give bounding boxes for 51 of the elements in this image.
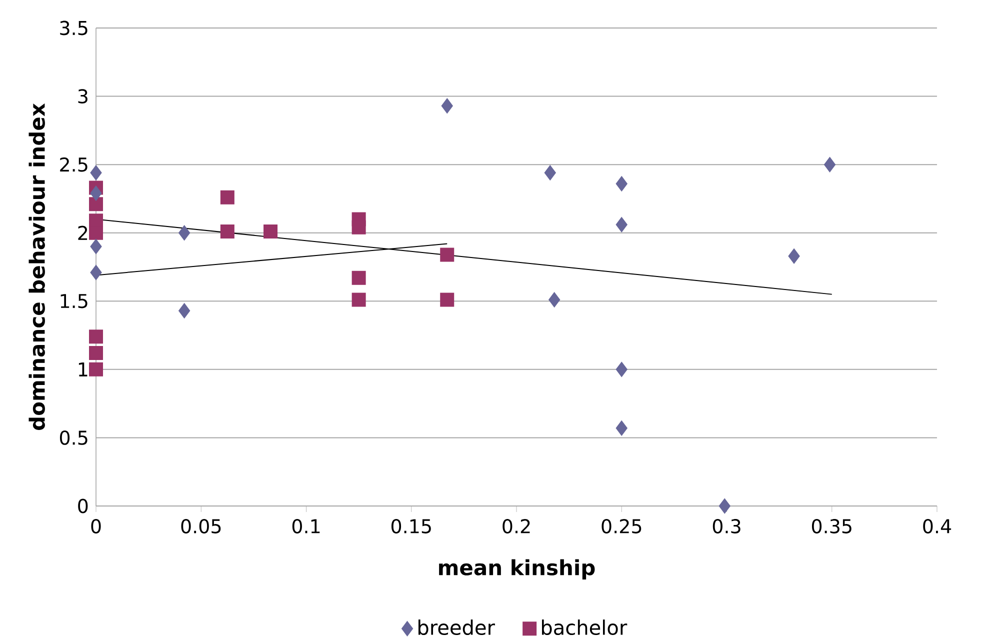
point	[616, 176, 628, 192]
legend-label: breeder	[418, 620, 495, 636]
point	[89, 214, 104, 228]
point	[824, 156, 836, 172]
y-tick-label: 1	[78, 362, 88, 376]
x-tick-label: 0.35	[812, 519, 852, 534]
point	[440, 292, 454, 307]
point	[90, 238, 102, 254]
point	[544, 165, 556, 180]
y-tick-label: 0.5	[60, 430, 88, 445]
point	[788, 248, 800, 264]
point	[548, 292, 560, 308]
y-tick-label: 0	[78, 498, 88, 514]
point	[352, 270, 366, 285]
x-tick-label: 0.05	[181, 519, 221, 534]
y-tick-label: 2	[78, 226, 88, 240]
y-tick-label: 3	[78, 89, 88, 104]
point	[89, 362, 104, 376]
point	[352, 292, 366, 307]
point	[89, 346, 104, 360]
point	[178, 303, 190, 318]
point	[220, 190, 234, 204]
point	[90, 165, 102, 180]
point	[616, 420, 628, 436]
point	[178, 225, 190, 240]
point	[89, 197, 104, 212]
point	[90, 186, 102, 201]
point	[352, 220, 366, 234]
y-tick-label: 3.5	[60, 20, 88, 36]
x-tick-label: 0	[91, 519, 101, 534]
legend-label: bachelor	[542, 620, 628, 636]
point	[441, 98, 453, 114]
x-tick-label: 0.2	[502, 519, 530, 534]
point	[440, 248, 454, 262]
x-tick-label: 0.25	[602, 519, 642, 534]
point	[616, 362, 628, 378]
point	[264, 224, 278, 238]
x-tick-label: 0.3	[712, 519, 740, 534]
x-axis-title: mean kinship	[439, 559, 595, 580]
point	[220, 224, 234, 238]
point	[90, 264, 102, 280]
y-tick-label: 1.5	[60, 294, 88, 308]
point	[89, 226, 104, 240]
point	[89, 330, 104, 344]
x-tick-label: 0.4	[923, 519, 952, 534]
x-tick-label: 0.1	[292, 519, 320, 534]
point	[616, 217, 628, 232]
point	[718, 498, 730, 514]
x-tick-label: 0.15	[391, 519, 431, 534]
y-axis-title: dominance behaviour index	[28, 103, 45, 430]
y-tick-label: 2.5	[60, 157, 88, 172]
